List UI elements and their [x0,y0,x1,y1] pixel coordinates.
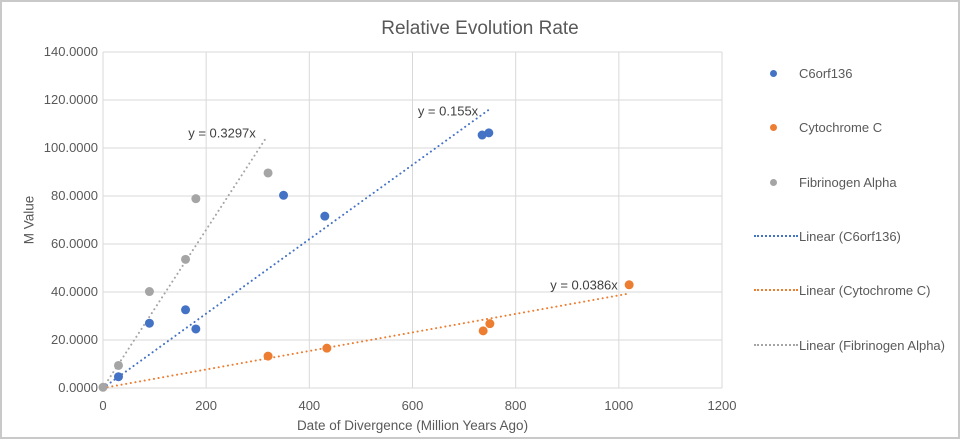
data-point-c6orf136 [320,211,330,221]
legend-dot-marker [770,123,777,131]
data-point-c6orf136 [484,128,494,138]
chart-legend: C6orf136 Cytochrome C Fibrinogen Alpha Line… [752,2,958,437]
x-axis-title: Date of Divergence (Million Years Ago) [296,418,529,433]
legend-item-cytochrome-c: Cytochrome C [752,117,882,137]
legend-item-linear-fibrinogen-alpha: Linear (Fibrinogen Alpha) [752,335,945,355]
legend-dotted-line-marker [754,289,798,291]
legend-marker [752,69,799,77]
trendline-equation-linear-fibrinogen-alpha: y = 0.3297x [188,125,256,141]
y-tick-label: 80.0000 [51,188,98,203]
trendline-equation-linear-c6orf136: y = 0.155x [417,103,479,119]
data-point-cytochrome-c [322,343,332,353]
legend-marker [752,289,799,291]
x-tick-label: 400 [298,398,321,413]
x-tick-label: 200 [195,398,217,413]
chart-title: Relative Evolution Rate [381,18,579,39]
legend-item-linear-c6orf136: Linear (C6orf136) [752,226,901,246]
legend-dotted-line-marker [754,344,798,346]
data-point-fibrinogen-alpha [191,194,201,204]
trendline-linear-cytochrome-c [102,292,631,389]
legend-dotted-line-marker [754,235,798,237]
data-point-fibrinogen-alpha [113,360,123,370]
trendline-equation-linear-cytochrome-c: y = 0.0386x [550,277,618,293]
y-axis-title: M Value [21,195,37,245]
legend-marker [752,178,799,186]
data-point-c6orf136 [181,305,191,315]
data-point-c6orf136 [279,190,289,200]
y-tick-label: 140.0000 [43,44,98,59]
legend-marker [752,344,799,346]
y-tick-label: 120.0000 [43,92,98,107]
legend-label: Cytochrome C [799,119,883,135]
legend-label: Linear (Cytochrome C) [799,282,931,298]
data-point-fibrinogen-alpha [263,168,273,178]
y-tick-label: 0.0000 [58,380,98,395]
y-tick-label: 100.0000 [43,140,98,155]
trendline-linear-c6orf136 [102,108,490,389]
y-tick-label: 40.0000 [51,284,98,299]
data-point-cytochrome-c [485,319,495,329]
legend-label: Fibrinogen Alpha [799,174,897,190]
x-tick-label: 1000 [604,398,634,413]
data-point-fibrinogen-alpha [181,254,191,264]
data-point-cytochrome-c [263,351,273,361]
data-point-c6orf136 [191,324,201,334]
y-tick-label: 60.0000 [51,236,98,251]
x-tick-label: 800 [504,398,527,413]
legend-item-fibrinogen-alpha: Fibrinogen Alpha [752,172,897,192]
x-tick-label: 600 [401,398,424,413]
legend-marker [752,123,799,131]
data-point-cytochrome-c [478,326,488,336]
data-point-cytochrome-c [624,280,634,290]
legend-label: Linear (C6orf136) [799,228,901,244]
legend-dot-marker [770,178,777,186]
legend-label: C6orf136 [799,65,853,81]
data-point-fibrinogen-alpha [98,382,108,392]
legend-item-linear-cytochrome-c: Linear (Cytochrome C) [752,280,931,300]
legend-item-c6orf136: C6orf136 [752,63,852,83]
data-point-fibrinogen-alpha [144,287,154,297]
x-tick-label: 0 [99,398,107,413]
y-tick-label: 20.0000 [51,332,98,347]
legend-marker [752,235,799,237]
legend-label: Linear (Fibrinogen Alpha) [799,337,945,353]
data-point-c6orf136 [144,318,154,328]
x-tick-label: 1200 [707,398,737,413]
legend-dot-marker [770,69,777,77]
data-point-c6orf136 [113,372,123,382]
